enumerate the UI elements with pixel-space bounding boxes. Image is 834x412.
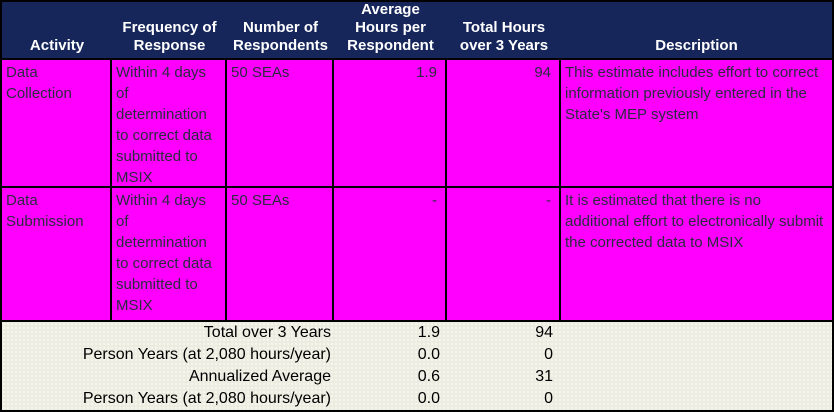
summary-label: Annualized Average — [188, 368, 331, 385]
column-header-respondents: Number of Respondents — [232, 19, 328, 54]
cell-description: This estimate includes effort to correct… — [565, 64, 819, 123]
table-row-data-submission: Data Submission Within 4 days of determi… — [2, 188, 832, 322]
summary-row-annualized-average: Annualized Average 0.6 31 — [2, 366, 832, 388]
summary-label: Person Years (at 2,080 hours/year) — [82, 390, 331, 407]
cell-avg-hours: 1.9 — [334, 60, 447, 186]
column-header-activity: Activity — [29, 37, 85, 54]
summary-label: Total over 3 Years — [203, 324, 331, 341]
cell-frequency: Within 4 days of determination to correc… — [112, 60, 227, 186]
summary-spacer — [561, 344, 832, 366]
cell-respondents: 50 SEAs — [227, 188, 334, 320]
summary-total-hours: 31 — [535, 368, 553, 385]
summary-label: Person Years (at 2,080 hours/year) — [82, 346, 331, 363]
cell-frequency: Within 4 days of determination to correc… — [112, 188, 227, 320]
column-header-description: Description — [655, 37, 738, 54]
column-header-total-hours: Total Hours over 3 Years — [459, 19, 549, 54]
cell-avg-hours: - — [334, 188, 447, 320]
cell-total-hours: - — [447, 188, 561, 320]
table-header-row: Activity Frequency of Response Number of… — [2, 1, 832, 60]
summary-avg-hours: 1.9 — [417, 324, 440, 341]
summary-spacer — [561, 322, 832, 344]
summary-total-hours: 0 — [544, 390, 553, 407]
column-header-avg-hours: Average Hours per Respondent — [347, 1, 434, 54]
summary-avg-hours: 0.0 — [417, 390, 440, 407]
cell-activity: Data Submission — [2, 188, 112, 320]
summary-spacer — [561, 388, 832, 410]
cell-description: It is estimated that there is no additio… — [565, 192, 824, 251]
summary-avg-hours: 0.0 — [417, 346, 440, 363]
summary-total-hours: 0 — [544, 346, 553, 363]
summary-section: Total over 3 Years 1.9 94 Person Years (… — [2, 322, 832, 410]
summary-row-person-years-annualized: Person Years (at 2,080 hours/year) 0.0 0 — [2, 388, 832, 410]
table-row-data-collection: Data Collection Within 4 days of determi… — [2, 60, 832, 188]
cell-total-hours: 94 — [447, 60, 561, 186]
cell-respondents: 50 SEAs — [227, 60, 334, 186]
summary-row-total: Total over 3 Years 1.9 94 — [2, 322, 832, 344]
cell-activity: Data Collection — [2, 60, 112, 186]
summary-total-hours: 94 — [535, 324, 553, 341]
summary-row-person-years: Person Years (at 2,080 hours/year) 0.0 0 — [2, 344, 832, 366]
summary-spacer — [561, 366, 832, 388]
summary-avg-hours: 0.6 — [417, 368, 440, 385]
column-header-frequency: Frequency of Response — [122, 19, 217, 54]
